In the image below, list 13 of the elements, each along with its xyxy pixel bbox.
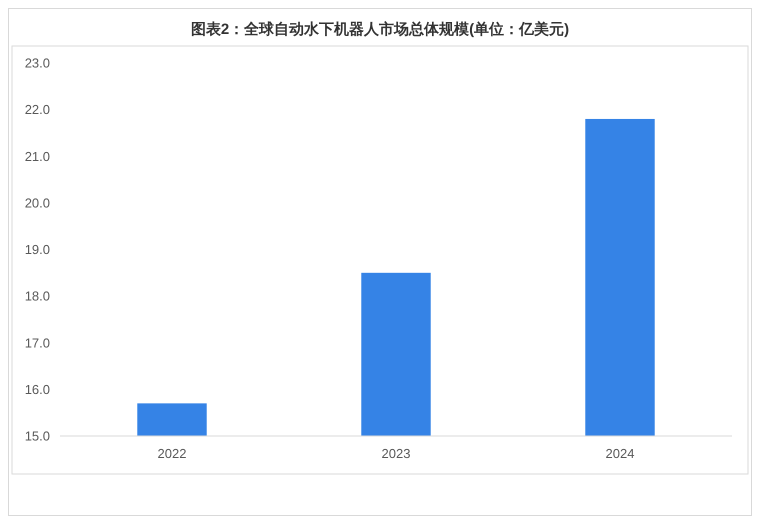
y-tick-label: 20.0 [24, 195, 50, 210]
x-tick-label: 2023 [382, 446, 410, 461]
x-tick-label: 2024 [606, 446, 634, 461]
y-tick-label: 21.0 [24, 148, 50, 164]
chart-title: 图表2：全球自动水下机器人市场总体规模(单位：亿美元) [190, 20, 570, 38]
y-tick-label: 17.0 [24, 335, 50, 350]
y-tick-label: 16.0 [24, 382, 50, 397]
y-tick-label: 19.0 [24, 242, 50, 258]
y-tick-label: 18.0 [24, 288, 50, 304]
y-tick-label: 23.0 [24, 56, 50, 71]
y-tick-label: 22.0 [24, 102, 50, 118]
x-tick-label: 2022 [158, 446, 186, 461]
y-tick-label: 15.0 [24, 428, 50, 444]
